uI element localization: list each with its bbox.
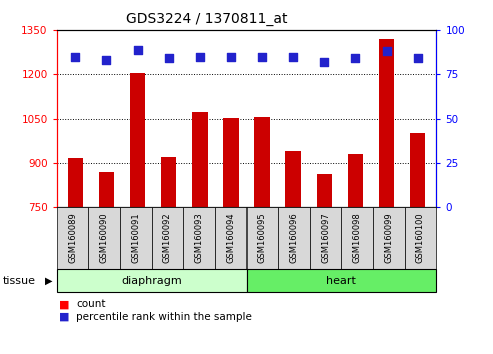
Text: ▶: ▶	[44, 275, 52, 286]
Text: GSM160096: GSM160096	[289, 213, 298, 263]
Text: GSM160093: GSM160093	[195, 213, 204, 263]
Bar	[130, 73, 145, 207]
Bar	[161, 157, 176, 207]
Point	[383, 48, 390, 54]
Bar	[254, 117, 270, 207]
Text: GSM160092: GSM160092	[163, 213, 172, 263]
Text: GSM160099: GSM160099	[385, 213, 393, 263]
Bar	[410, 133, 425, 207]
Text: diaphragm: diaphragm	[121, 275, 182, 286]
Bar	[223, 118, 239, 207]
Text: GSM160097: GSM160097	[321, 213, 330, 263]
Text: GSM160095: GSM160095	[258, 213, 267, 263]
Text: GSM160100: GSM160100	[416, 213, 425, 263]
Text: count: count	[76, 299, 106, 309]
Text: heart: heart	[326, 275, 356, 286]
Point	[71, 54, 79, 59]
Text: GSM160098: GSM160098	[352, 213, 362, 263]
Point	[320, 59, 328, 65]
Text: GSM160094: GSM160094	[226, 213, 235, 263]
Text: ■: ■	[59, 299, 70, 309]
Text: GSM160090: GSM160090	[100, 213, 108, 263]
Bar	[379, 39, 394, 207]
Point	[258, 54, 266, 59]
Point	[165, 56, 173, 61]
Text: GDS3224 / 1370811_at: GDS3224 / 1370811_at	[126, 12, 288, 27]
Point	[103, 57, 110, 63]
Text: percentile rank within the sample: percentile rank within the sample	[76, 312, 252, 322]
Bar	[317, 174, 332, 207]
Point	[352, 56, 359, 61]
Point	[414, 56, 422, 61]
Bar	[192, 112, 208, 207]
Point	[289, 54, 297, 59]
Bar	[99, 172, 114, 207]
Text: tissue: tissue	[2, 275, 35, 286]
Text: GSM160089: GSM160089	[68, 213, 77, 263]
Text: ■: ■	[59, 312, 70, 322]
Text: GSM160091: GSM160091	[131, 213, 141, 263]
Bar	[348, 154, 363, 207]
Bar	[285, 151, 301, 207]
Point	[196, 54, 204, 59]
Point	[227, 54, 235, 59]
Point	[134, 47, 141, 52]
Bar	[68, 159, 83, 207]
